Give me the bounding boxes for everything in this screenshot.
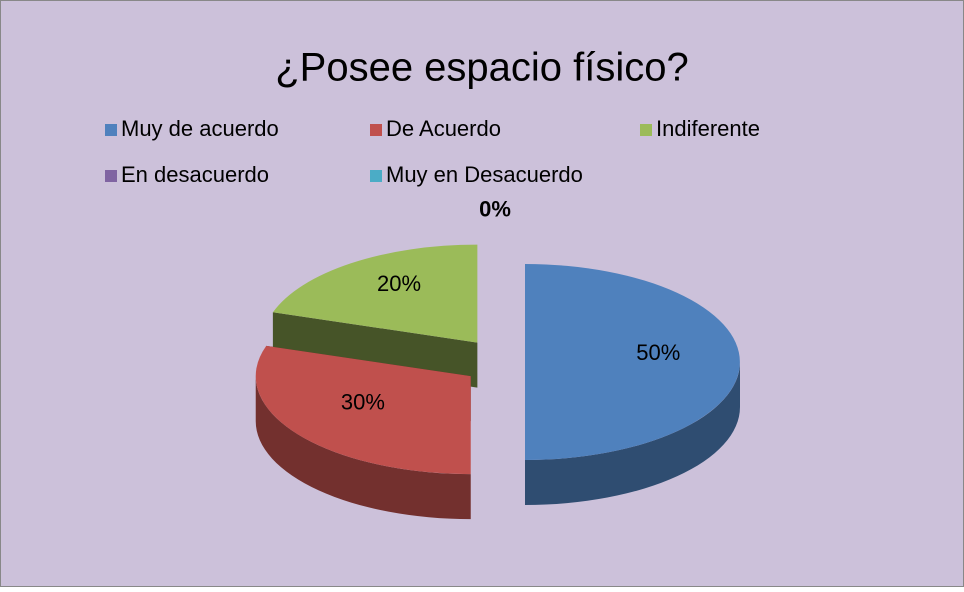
legend-swatch <box>370 170 382 182</box>
data-label: 20% <box>377 271 421 296</box>
slice <box>272 244 478 343</box>
legend-label: En desacuerdo <box>121 162 269 187</box>
legend-swatch <box>105 170 117 182</box>
legend-label: Indiferente <box>656 116 760 141</box>
slice-side <box>525 362 740 505</box>
slice-side <box>255 376 471 520</box>
slice <box>525 264 740 460</box>
legend-swatch <box>370 124 382 136</box>
slice-edge-wall <box>272 312 478 388</box>
legend-label: Muy en Desacuerdo <box>386 162 583 187</box>
slice <box>255 345 471 475</box>
legend-label: Muy de acuerdo <box>121 116 279 141</box>
data-label: 30% <box>341 390 385 415</box>
legend-label: De Acuerdo <box>386 116 501 141</box>
legend-swatch <box>640 124 652 136</box>
chart-title: ¿Posee espacio físico? <box>275 46 689 90</box>
data-label: 0% <box>479 196 511 221</box>
legend-swatch <box>105 124 117 136</box>
data-label: 50% <box>636 340 680 365</box>
